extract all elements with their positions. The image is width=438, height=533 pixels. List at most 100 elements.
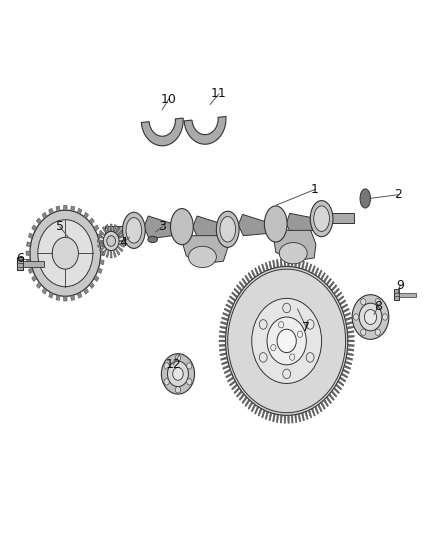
Polygon shape [113, 250, 117, 257]
Polygon shape [314, 406, 319, 414]
Circle shape [38, 220, 93, 287]
Polygon shape [102, 227, 107, 233]
Polygon shape [110, 224, 112, 231]
Polygon shape [226, 373, 232, 378]
Polygon shape [102, 248, 107, 255]
Polygon shape [89, 218, 94, 224]
Polygon shape [254, 406, 259, 414]
Polygon shape [301, 413, 304, 421]
Polygon shape [36, 218, 42, 224]
Ellipse shape [216, 211, 239, 247]
Circle shape [277, 329, 296, 353]
Polygon shape [284, 259, 286, 266]
Polygon shape [269, 413, 272, 421]
Text: 3: 3 [158, 220, 166, 233]
Circle shape [360, 329, 366, 335]
Polygon shape [338, 381, 344, 386]
Polygon shape [301, 261, 304, 269]
Circle shape [283, 303, 290, 313]
Polygon shape [339, 300, 346, 305]
Polygon shape [248, 402, 253, 409]
Polygon shape [223, 365, 230, 369]
Circle shape [228, 269, 346, 413]
Polygon shape [347, 353, 353, 356]
Polygon shape [117, 230, 123, 236]
Polygon shape [226, 304, 232, 309]
Polygon shape [288, 415, 289, 423]
Polygon shape [56, 206, 60, 212]
Polygon shape [98, 235, 104, 239]
Text: 11: 11 [211, 87, 227, 100]
Polygon shape [305, 262, 308, 270]
Polygon shape [220, 353, 226, 356]
Circle shape [30, 210, 101, 296]
Polygon shape [280, 415, 282, 423]
Polygon shape [258, 408, 262, 416]
Ellipse shape [188, 246, 216, 268]
Circle shape [290, 354, 295, 360]
Polygon shape [347, 349, 354, 351]
Polygon shape [305, 411, 308, 419]
Ellipse shape [123, 212, 145, 248]
Text: 10: 10 [161, 93, 177, 106]
Polygon shape [321, 272, 325, 280]
Polygon shape [89, 282, 94, 288]
Polygon shape [64, 205, 67, 210]
Text: 1: 1 [311, 183, 319, 196]
Circle shape [375, 329, 380, 335]
Polygon shape [248, 272, 253, 280]
Polygon shape [242, 278, 247, 285]
Polygon shape [258, 265, 262, 273]
Polygon shape [326, 278, 332, 285]
Polygon shape [348, 340, 354, 342]
Polygon shape [223, 312, 230, 317]
Polygon shape [314, 268, 319, 276]
Ellipse shape [310, 200, 333, 237]
Circle shape [175, 386, 180, 393]
Polygon shape [288, 259, 289, 266]
Polygon shape [230, 381, 236, 386]
Polygon shape [331, 391, 337, 397]
Circle shape [359, 303, 382, 331]
Polygon shape [99, 230, 105, 236]
Polygon shape [311, 265, 315, 273]
Polygon shape [222, 317, 228, 321]
Polygon shape [220, 326, 226, 329]
Polygon shape [328, 393, 334, 401]
Bar [394, 289, 399, 300]
Polygon shape [261, 264, 265, 272]
Polygon shape [99, 260, 104, 264]
Polygon shape [323, 275, 328, 282]
Polygon shape [308, 410, 312, 418]
Text: 9: 9 [396, 279, 404, 292]
Polygon shape [219, 344, 226, 346]
Polygon shape [224, 308, 231, 313]
Polygon shape [119, 240, 125, 242]
Polygon shape [343, 308, 349, 313]
Polygon shape [118, 243, 125, 247]
Polygon shape [219, 335, 226, 338]
Circle shape [271, 344, 276, 351]
Polygon shape [28, 233, 33, 239]
Polygon shape [318, 404, 322, 412]
Polygon shape [261, 410, 265, 418]
Polygon shape [101, 251, 105, 255]
Polygon shape [219, 349, 226, 351]
Polygon shape [269, 261, 272, 269]
Polygon shape [311, 408, 315, 416]
Circle shape [360, 298, 366, 305]
Polygon shape [94, 225, 99, 231]
Polygon shape [99, 242, 104, 247]
Polygon shape [106, 250, 110, 257]
Bar [332, 213, 354, 223]
Polygon shape [97, 268, 102, 273]
Ellipse shape [220, 216, 236, 242]
Polygon shape [49, 208, 53, 214]
Polygon shape [36, 282, 42, 288]
Circle shape [164, 363, 169, 369]
Polygon shape [219, 340, 226, 342]
Ellipse shape [148, 236, 157, 243]
Polygon shape [97, 240, 103, 242]
Ellipse shape [170, 208, 193, 245]
Polygon shape [232, 384, 238, 390]
